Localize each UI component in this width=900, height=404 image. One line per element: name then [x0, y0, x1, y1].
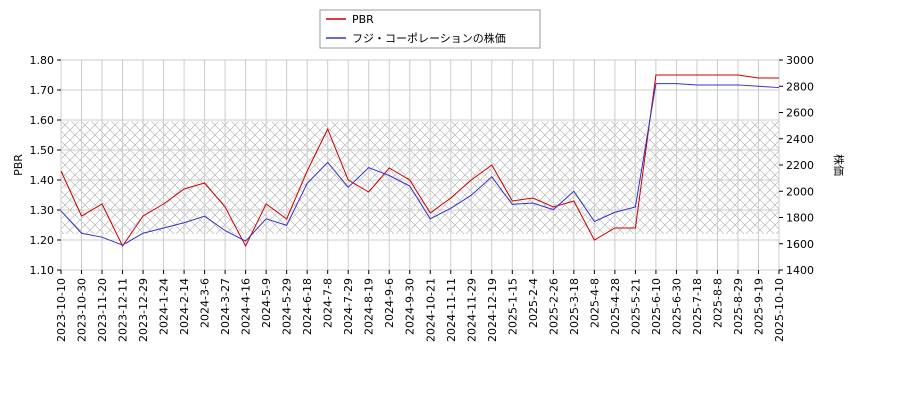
- y-tick-label: 1.50: [30, 144, 55, 157]
- x-tick-label: 2025-2-26: [547, 278, 560, 335]
- x-tick-label: 2025-8-29: [732, 278, 745, 335]
- x-tick-label: 2024-5-29: [281, 278, 294, 335]
- shaded-range: [61, 121, 779, 234]
- y2-axis-label: 株価: [832, 154, 846, 176]
- x-tick-label: 2025-8-8: [711, 278, 724, 328]
- y-tick-label: 1.60: [30, 114, 55, 127]
- x-tick-label: 2025-6-30: [670, 278, 683, 335]
- y2-tick-label: 2200: [786, 159, 814, 172]
- y2-tick-label: 2600: [786, 107, 814, 120]
- y2-tick-label: 3000: [786, 54, 814, 67]
- x-tick-label: 2025-1-15: [506, 278, 519, 335]
- x-tick-label: 2025-4-28: [609, 278, 622, 335]
- x-tick-label: 2024-1-24: [158, 278, 171, 335]
- y2-tick-label: 1600: [786, 238, 814, 251]
- y-axis-label: PBR: [12, 154, 25, 176]
- y-tick-label: 1.40: [30, 174, 55, 187]
- legend-label: フジ・コーポレーションの株価: [352, 31, 506, 45]
- series-line: [60, 83, 780, 246]
- x-tick-label: 2024-7-29: [342, 278, 355, 335]
- x-tick-label: 2024-10-21: [424, 278, 437, 342]
- legend-label: PBR: [352, 13, 374, 26]
- x-tick-label: 2024-7-8: [322, 278, 335, 328]
- x-tick-label: 2024-8-19: [363, 278, 376, 335]
- series-line: [60, 74, 779, 248]
- y-tick-label: 1.10: [30, 264, 55, 277]
- y2-tick-label: 2800: [786, 80, 814, 93]
- x-tick-label: 2024-4-16: [240, 278, 253, 335]
- x-tick-label: 2024-12-19: [486, 278, 499, 342]
- x-tick-label: 2024-3-27: [219, 278, 232, 335]
- y-tick-label: 1.30: [30, 204, 55, 217]
- x-tick-label: 2023-10-30: [76, 278, 89, 342]
- x-tick-label: 2025-3-18: [568, 278, 581, 335]
- x-tick-label: 2025-5-21: [629, 278, 642, 335]
- x-tick-label: 2024-6-18: [301, 278, 314, 335]
- x-tick-label: 2025-6-10: [650, 278, 663, 335]
- x-tick-label: 2023-11-20: [96, 278, 109, 342]
- y-tick-label: 1.20: [30, 234, 55, 247]
- y2-tick-label: 2400: [786, 133, 814, 146]
- x-tick-label: 2025-7-18: [691, 278, 704, 335]
- x-tick-label: 2024-2-14: [178, 278, 191, 335]
- x-tick-label: 2024-11-29: [465, 278, 478, 342]
- x-tick-label: 2023-12-29: [137, 278, 150, 342]
- x-tick-label: 2025-9-19: [752, 278, 765, 335]
- y-tick-label: 1.70: [30, 84, 55, 97]
- x-tick-label: 2025-4-8: [588, 278, 601, 328]
- x-tick-label: 2023-12-11: [117, 278, 130, 342]
- y-tick-label: 1.80: [30, 54, 55, 67]
- y2-tick-label: 2000: [786, 185, 814, 198]
- x-tick-label: 2025-2-4: [527, 278, 540, 328]
- legend: [319, 9, 541, 49]
- x-tick-label: 2024-11-11: [445, 278, 458, 342]
- x-tick-label: 2024-5-9: [260, 278, 273, 328]
- x-tick-label: 2023-10-10: [55, 278, 68, 342]
- x-tick-label: 2024-9-6: [383, 278, 396, 328]
- y2-tick-label: 1800: [786, 212, 814, 225]
- x-tick-label: 2024-3-6: [199, 278, 212, 328]
- x-tick-label: 2025-10-10: [773, 278, 786, 342]
- y2-tick-label: 1400: [786, 264, 814, 277]
- x-tick-label: 2024-9-30: [404, 278, 417, 335]
